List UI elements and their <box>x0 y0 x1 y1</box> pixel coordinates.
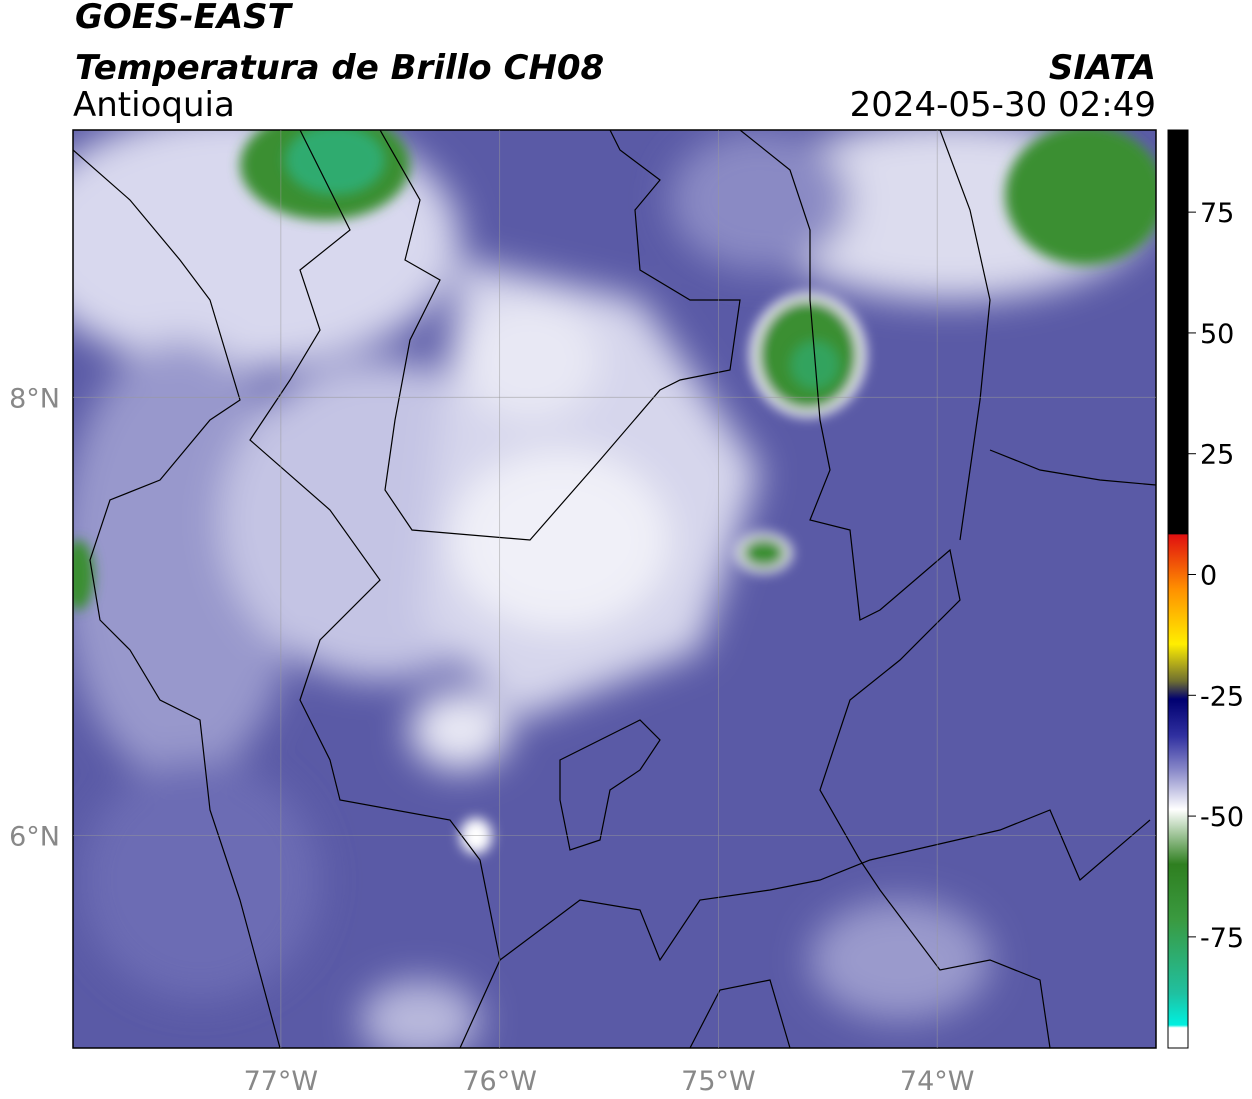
colorbar-tick-label: 0 <box>1200 561 1217 592</box>
colorbar <box>1167 129 1189 1049</box>
colorbar-tick-label: -75 <box>1200 923 1244 954</box>
axes-layer: 77°W 76°W 75°W 74°W 6°N 8°N 75 50 25 0 -25 -50 -75 <box>9 130 1244 1097</box>
colorbar-tick-label: 75 <box>1200 198 1234 229</box>
x-tick-label: 76°W <box>462 1066 537 1097</box>
product-title: Temperatura de Brillo CH08 <box>75 48 604 88</box>
x-tick-label: 74°W <box>900 1066 975 1097</box>
map-image <box>73 130 1156 1048</box>
colorbar-tick-label: 50 <box>1200 319 1234 350</box>
source-label: SIATA <box>1049 48 1156 88</box>
x-tick-label: 75°W <box>681 1066 756 1097</box>
colorbar-tick-label: 25 <box>1200 440 1234 471</box>
x-tick-label: 77°W <box>244 1066 319 1097</box>
colorbar-tick-label: -25 <box>1200 681 1244 712</box>
satellite-title: GOES-EAST <box>75 0 294 37</box>
datetime-label: 2024-05-30 02:49 <box>850 85 1156 125</box>
region-label: Antioquia <box>73 85 235 125</box>
map-frame <box>72 129 1157 1049</box>
y-tick-label: 8°N <box>9 383 60 414</box>
colorbar-tick-label: -50 <box>1200 802 1244 833</box>
y-tick-label: 6°N <box>9 821 60 852</box>
